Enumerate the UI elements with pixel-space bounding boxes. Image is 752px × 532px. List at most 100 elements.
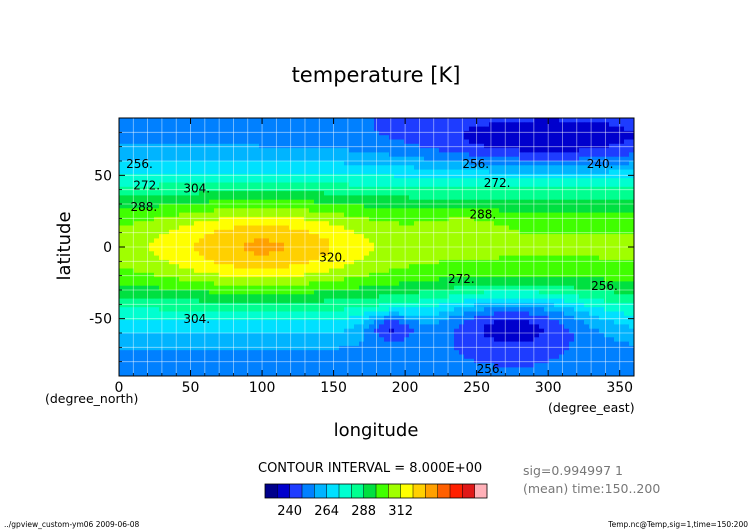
field-cell [144,204,150,209]
field-cell [169,298,175,304]
field-cell [144,281,150,287]
field-cell [609,311,615,317]
field-cell [469,272,475,278]
field-cell [609,298,615,304]
field-cell [624,195,630,201]
field-cell [499,126,505,132]
field-cell [294,264,300,269]
field-cell [174,212,180,218]
field-cell [609,221,615,226]
field-cell [594,199,600,205]
field-cell [624,161,630,166]
field-cell [484,255,490,261]
field-cell [614,161,620,166]
field-cell [344,294,350,299]
field-cell [329,221,335,226]
field-cell [529,139,535,145]
field-cell [579,238,585,244]
field-cell [154,204,160,209]
field-cell [329,161,335,166]
field-cell [389,238,395,244]
field-cell [294,324,300,330]
field-cell [269,277,275,282]
field-cell [614,242,620,248]
field-cell [304,191,310,196]
field-cell [334,277,340,282]
field-cell [219,307,225,312]
field-cell [229,311,235,317]
field-cell [219,311,225,317]
field-cell [289,238,295,244]
field-cell [434,259,440,265]
field-cell [134,204,140,209]
field-cell [534,294,540,299]
field-cell [449,290,455,295]
field-cell [599,251,605,256]
field-cell [624,186,630,192]
field-cell [534,169,540,175]
field-cell [149,204,155,209]
field-cell [564,259,570,265]
field-cell [499,251,505,256]
field-cell [479,178,485,183]
field-cell [564,208,570,213]
field-cell [154,259,160,265]
field-cell [449,156,455,162]
field-cell [224,259,230,265]
field-cell [324,152,330,158]
field-cell [264,251,270,256]
field-cell [629,277,635,282]
field-cell [419,277,425,282]
field-cell [534,311,540,317]
field-cell [529,277,535,282]
field-cell [554,143,560,149]
field-cell [299,251,305,256]
field-cell [534,122,540,127]
field-cell [429,302,435,308]
field-cell [174,251,180,256]
field-cell [409,139,415,145]
field-cell [189,302,195,308]
field-cell [554,229,560,235]
field-cell [504,272,510,278]
field-cell [349,148,355,153]
field-cell [389,281,395,287]
field-cell [299,169,305,175]
field-cell [334,247,340,252]
field-cell [194,173,200,179]
field-cell [599,169,605,175]
field-cell [489,307,495,312]
field-cell [569,165,575,170]
field-cell [419,126,425,132]
field-cell [564,156,570,162]
field-cell [399,251,405,256]
field-cell [349,259,355,265]
field-cell [479,173,485,179]
field-cell [504,161,510,166]
field-cell [239,268,245,274]
field-cell [414,204,420,209]
field-cell [334,225,340,231]
field-cell [434,307,440,312]
field-cell [529,290,535,295]
field-cell [629,191,635,196]
field-cell [349,268,355,274]
field-cell [354,195,360,201]
field-cell [364,251,370,256]
field-cell [234,285,240,291]
field-cell [349,272,355,278]
field-cell [369,208,375,213]
field-cell [219,290,225,295]
field-cell [314,152,320,158]
field-cell [509,165,515,170]
field-cell [249,139,255,145]
field-cell [564,285,570,291]
field-cell [144,242,150,248]
field-cell [384,195,390,201]
field-cell [249,264,255,269]
field-cell [314,307,320,312]
field-cell [499,255,505,261]
field-cell [394,143,400,149]
field-cell [624,165,630,170]
field-cell [599,242,605,248]
